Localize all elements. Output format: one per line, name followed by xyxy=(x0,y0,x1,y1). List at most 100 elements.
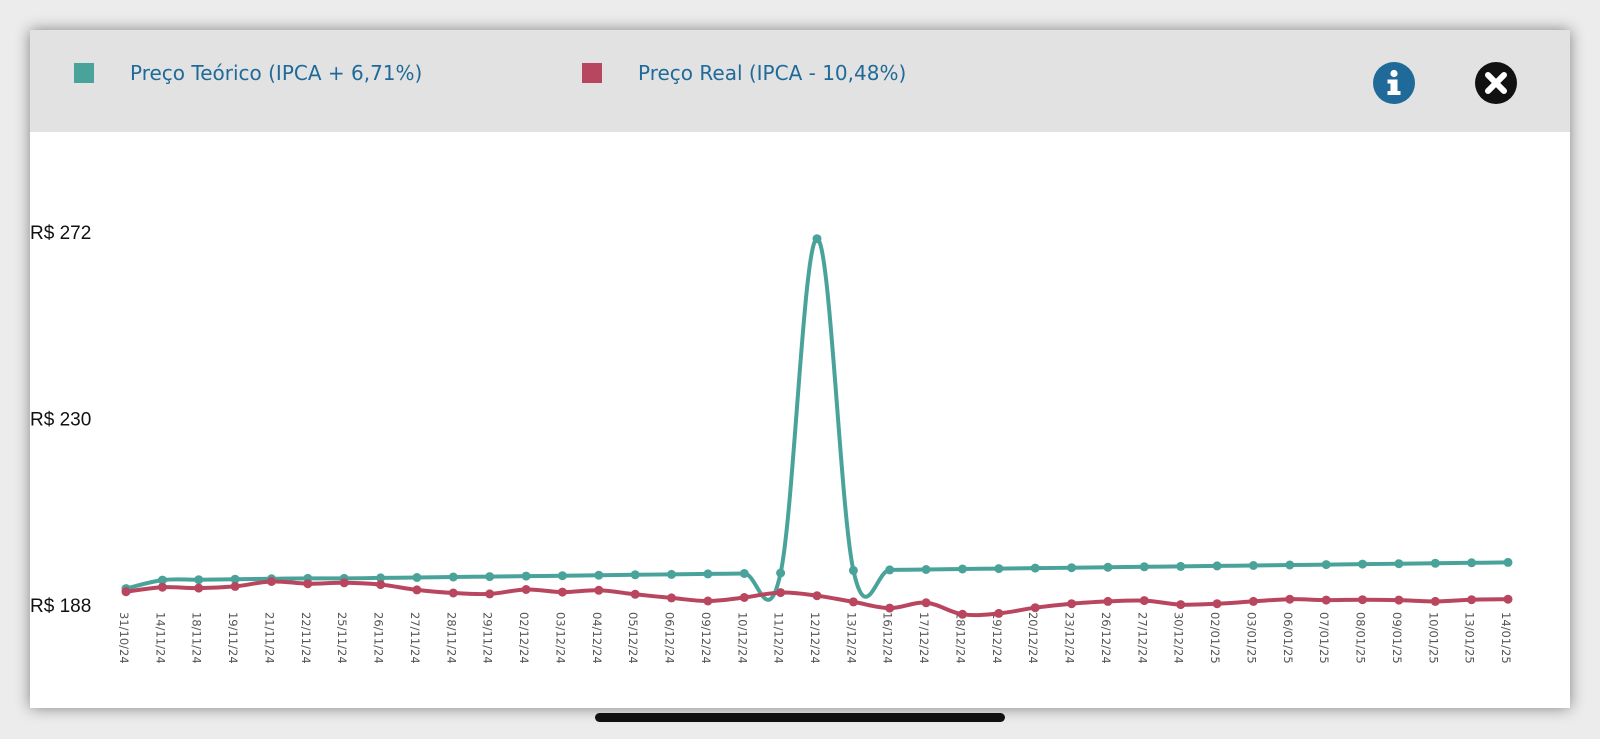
x-tick-label: 28/11/24 xyxy=(444,612,458,664)
chart-points xyxy=(121,234,1513,619)
x-tick-label: 03/01/25 xyxy=(1244,612,1258,664)
data-point-real xyxy=(776,588,786,598)
data-point-real xyxy=(667,593,676,603)
legend-item-real[interactable]: Preço Real (IPCA - 10,48%) xyxy=(582,61,906,85)
data-point-theoretical xyxy=(485,572,495,582)
chart-modal: Preço Teórico (IPCA + 6,71%) Preço Real … xyxy=(30,30,1570,708)
x-tick-label: 31/10/24 xyxy=(117,612,131,664)
data-point-theoretical xyxy=(1467,558,1477,568)
x-tick-label: 13/12/24 xyxy=(844,612,858,664)
data-point-theoretical xyxy=(1212,561,1222,571)
x-tick-label: 25/11/24 xyxy=(335,612,349,664)
data-point-theoretical xyxy=(1139,562,1149,572)
x-tick-label: 08/01/25 xyxy=(1354,612,1368,664)
x-tick-label: 10/12/24 xyxy=(735,612,749,664)
x-tick-label: 20/12/24 xyxy=(1026,612,1040,664)
x-tick-label: 07/01/25 xyxy=(1317,612,1331,664)
x-tick-label: 26/11/24 xyxy=(372,612,386,664)
data-point-real xyxy=(230,581,240,591)
data-point-real xyxy=(557,587,567,597)
x-tick-label: 13/01/25 xyxy=(1463,612,1477,664)
chart-lines xyxy=(124,236,1510,618)
legend-swatch-real xyxy=(582,63,602,83)
data-point-theoretical xyxy=(1067,563,1077,573)
x-tick-label: 26/12/24 xyxy=(1099,612,1113,664)
x-tick-label: 11/12/24 xyxy=(772,612,786,664)
series-line-theoretical xyxy=(124,236,1510,602)
data-point-theoretical xyxy=(412,573,422,582)
data-point-theoretical xyxy=(1394,559,1404,569)
data-point-real xyxy=(1139,596,1149,606)
legend-item-theoretical[interactable]: Preço Teórico (IPCA + 6,71%) xyxy=(74,61,422,85)
data-point-theoretical xyxy=(776,568,786,578)
data-point-real xyxy=(121,587,131,597)
legend-swatch-theoretical xyxy=(74,63,94,83)
data-point-theoretical xyxy=(703,569,713,579)
data-point-theoretical xyxy=(230,574,240,584)
data-point-real xyxy=(1394,595,1404,605)
y-tick-label: R$ 272 xyxy=(30,223,91,244)
data-point-real xyxy=(157,582,167,592)
data-point-theoretical xyxy=(557,571,567,581)
data-point-theoretical xyxy=(1030,563,1040,573)
x-tick-label: 14/11/24 xyxy=(153,612,167,664)
data-point-theoretical xyxy=(1103,562,1113,572)
x-tick-label: 17/12/24 xyxy=(917,612,931,664)
x-tick-label: 14/01/25 xyxy=(1499,612,1513,664)
data-point-real xyxy=(1430,596,1440,606)
data-point-theoretical xyxy=(1321,560,1331,570)
x-axis: 31/10/24 14/11/24 18/11/24 19/11/24 21/11/24… xyxy=(117,612,1513,664)
data-point-real xyxy=(1103,596,1113,606)
x-tick-label: 27/11/24 xyxy=(408,612,422,664)
legend-label-theoretical: Preço Teórico (IPCA + 6,71%) xyxy=(130,61,423,85)
data-point-theoretical xyxy=(594,570,604,580)
data-point-theoretical xyxy=(994,564,1004,574)
x-tick-label: 29/11/24 xyxy=(481,612,495,664)
x-tick-label: 12/12/24 xyxy=(808,612,822,664)
data-point-real xyxy=(194,583,204,593)
x-tick-label: 09/12/24 xyxy=(699,612,713,664)
data-point-theoretical xyxy=(376,573,386,583)
data-point-real xyxy=(739,593,749,602)
data-point-theoretical xyxy=(739,569,749,578)
data-point-theoretical xyxy=(848,565,858,575)
data-point-real xyxy=(1503,594,1513,604)
data-point-real xyxy=(994,608,1004,618)
data-point-real xyxy=(1467,595,1477,605)
data-point-theoretical xyxy=(448,572,458,582)
data-point-theoretical xyxy=(1248,561,1258,570)
data-point-theoretical xyxy=(667,569,676,579)
data-point-real xyxy=(848,597,858,607)
x-tick-label: 05/12/24 xyxy=(626,612,640,664)
data-point-theoretical xyxy=(521,571,531,581)
data-point-real xyxy=(958,609,967,619)
info-button[interactable] xyxy=(1373,62,1415,104)
data-point-real xyxy=(267,577,276,586)
data-point-real xyxy=(339,578,349,588)
data-point-theoretical xyxy=(630,570,640,580)
x-tick-label: 03/12/24 xyxy=(553,612,567,664)
data-point-real xyxy=(412,585,422,595)
line-chart: R$ 188 R$ 230 R$ 272 31/10/24 14/11/24 18/11… xyxy=(30,223,1513,664)
data-point-theoretical xyxy=(157,575,167,585)
info-icon xyxy=(1373,62,1415,104)
data-point-theoretical xyxy=(194,575,204,585)
data-point-theoretical xyxy=(921,565,931,574)
x-tick-label: 30/12/24 xyxy=(1172,612,1186,664)
x-tick-label: 06/01/25 xyxy=(1281,612,1295,664)
data-point-real xyxy=(1212,599,1222,609)
data-point-real xyxy=(1358,595,1367,605)
data-point-real xyxy=(703,596,713,606)
data-point-real xyxy=(594,585,604,595)
x-tick-label: 27/12/24 xyxy=(1135,612,1149,664)
x-tick-label: 18/11/24 xyxy=(190,612,204,664)
data-point-theoretical xyxy=(1503,557,1513,567)
data-point-real xyxy=(448,588,458,598)
data-point-theoretical xyxy=(1430,558,1440,568)
data-point-real xyxy=(1176,600,1186,610)
y-tick-label: R$ 230 xyxy=(30,410,91,431)
x-tick-label: 02/12/24 xyxy=(517,612,531,664)
data-point-theoretical xyxy=(1285,560,1295,570)
close-button[interactable] xyxy=(1475,62,1517,104)
data-point-real xyxy=(485,589,495,599)
